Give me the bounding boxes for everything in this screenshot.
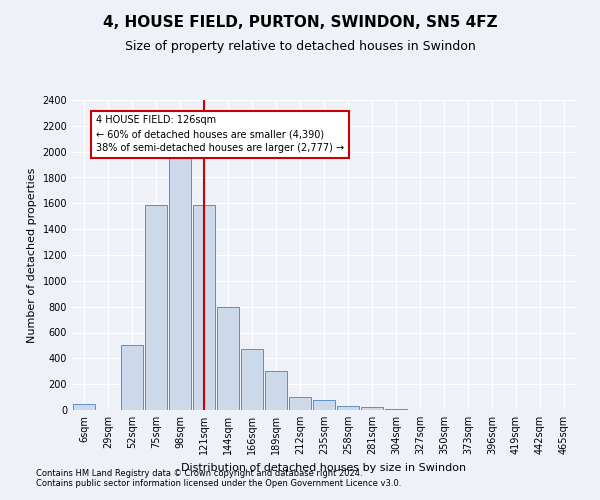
Y-axis label: Number of detached properties: Number of detached properties [27,168,37,342]
Bar [169,158,191,410]
Text: Contains public sector information licensed under the Open Government Licence v3: Contains public sector information licen… [36,478,401,488]
Bar [289,397,311,410]
Bar [361,408,383,410]
Bar [241,350,263,410]
Bar [337,406,359,410]
Text: Size of property relative to detached houses in Swindon: Size of property relative to detached ho… [125,40,475,53]
Bar [265,371,287,410]
Text: 4 HOUSE FIELD: 126sqm
← 60% of detached houses are smaller (4,390)
38% of semi-d: 4 HOUSE FIELD: 126sqm ← 60% of detached … [96,116,344,154]
Bar [145,204,167,410]
Text: 4, HOUSE FIELD, PURTON, SWINDON, SN5 4FZ: 4, HOUSE FIELD, PURTON, SWINDON, SN5 4FZ [103,15,497,30]
Bar [385,408,407,410]
Text: Contains HM Land Registry data © Crown copyright and database right 2024.: Contains HM Land Registry data © Crown c… [36,468,362,477]
Bar [193,204,215,410]
Bar [313,400,335,410]
X-axis label: Distribution of detached houses by size in Swindon: Distribution of detached houses by size … [181,462,467,472]
Bar [121,346,143,410]
Bar [217,306,239,410]
Bar [73,404,95,410]
